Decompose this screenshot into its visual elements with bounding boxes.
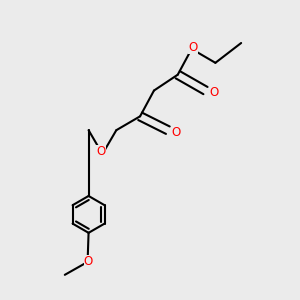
Text: O: O bbox=[96, 146, 106, 158]
Text: O: O bbox=[84, 256, 93, 268]
Text: O: O bbox=[209, 86, 218, 99]
Text: O: O bbox=[188, 41, 198, 54]
Text: O: O bbox=[172, 126, 181, 139]
